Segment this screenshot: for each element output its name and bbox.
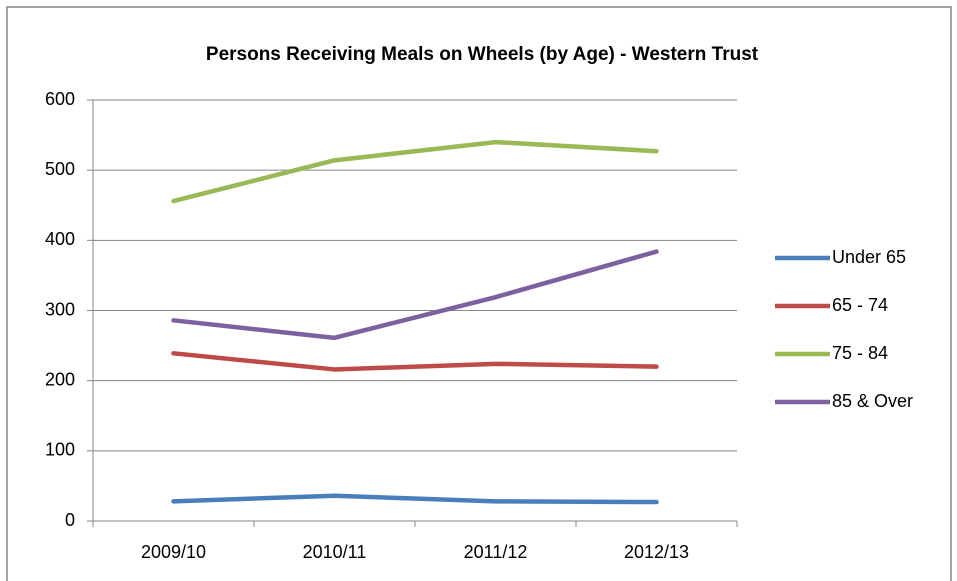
- legend-label: 65 - 74: [832, 295, 888, 315]
- x-tick-label: 2011/12: [464, 542, 528, 562]
- y-tick-label: 300: [45, 299, 75, 319]
- legend-label: Under 65: [832, 247, 906, 267]
- y-tick-label: 0: [65, 510, 75, 530]
- series-line: [171, 249, 659, 341]
- chart-border: [6, 6, 952, 581]
- series-line: [171, 493, 659, 505]
- y-tick-label: 500: [45, 159, 75, 179]
- y-tick-label: 200: [45, 369, 75, 389]
- legend-label: 85 & Over: [832, 391, 913, 411]
- chart-title: Persons Receiving Meals on Wheels (by Ag…: [206, 44, 759, 65]
- y-tick-label: 100: [45, 440, 75, 460]
- x-tick-label: 2009/10: [141, 542, 206, 562]
- legend-label: 75 - 84: [832, 343, 888, 363]
- y-tick-label: 600: [45, 89, 75, 109]
- series-line: [171, 351, 659, 372]
- x-tick-label: 2010/11: [303, 542, 367, 562]
- x-tick-label: 2012/13: [624, 542, 689, 562]
- series-line: [171, 139, 659, 204]
- y-tick-label: 400: [45, 229, 75, 249]
